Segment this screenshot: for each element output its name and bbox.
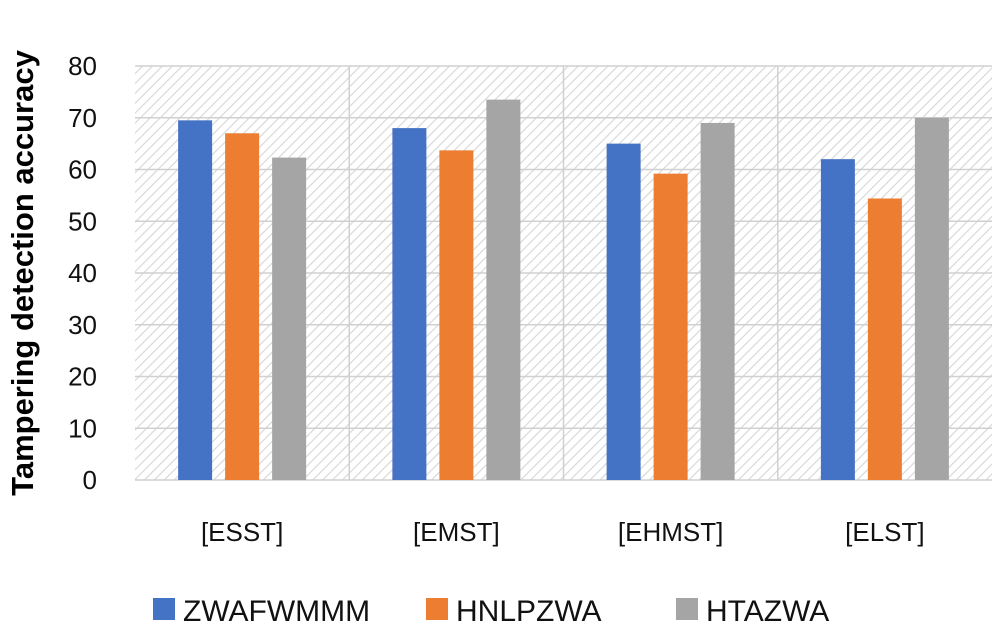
bar-htazwa-2 bbox=[700, 122, 735, 481]
y-axis-ticks: 0 10 20 30 40 50 60 70 80 bbox=[68, 51, 97, 495]
bar-zwafwmmm-1 bbox=[392, 128, 427, 480]
bar-hnlpzwa-3 bbox=[867, 198, 902, 481]
bar-zwafwmmm-2 bbox=[606, 143, 641, 480]
bar-hnlpzwa-0 bbox=[225, 133, 260, 480]
legend-swatch bbox=[426, 598, 448, 620]
y-tick-label: 50 bbox=[68, 206, 97, 236]
bar-hnlpzwa-2 bbox=[653, 173, 688, 480]
bar-zwafwmmm-0 bbox=[178, 120, 213, 481]
legend-label: ZWAFWMMM bbox=[183, 595, 370, 627]
y-tick-label: 80 bbox=[68, 51, 97, 81]
y-tick-label: 10 bbox=[68, 413, 97, 443]
bar-zwafwmmm-3 bbox=[820, 159, 855, 480]
x-tick-label: [EMST] bbox=[413, 517, 500, 547]
x-axis-ticks: [ESST] [EMST] [EHMST] [ELST] bbox=[201, 517, 925, 547]
x-tick-label: [ELST] bbox=[845, 517, 924, 547]
legend: ZWAFWMMM HNLPZWA HTAZWA bbox=[153, 595, 829, 627]
legend-label: HNLPZWA bbox=[456, 595, 602, 627]
bars bbox=[178, 99, 949, 481]
legend-swatch bbox=[153, 598, 175, 620]
x-tick-label: [ESST] bbox=[201, 517, 283, 547]
y-tick-label: 60 bbox=[68, 155, 97, 185]
y-tick-label: 40 bbox=[68, 258, 97, 288]
legend-label: HTAZWA bbox=[706, 595, 829, 627]
bar-htazwa-3 bbox=[914, 117, 949, 480]
y-tick-label: 70 bbox=[68, 103, 97, 133]
y-axis-label: Tampering detection accuracy bbox=[5, 49, 40, 495]
bar-hnlpzwa-1 bbox=[439, 150, 474, 481]
bar-htazwa-0 bbox=[272, 157, 307, 480]
legend-swatch bbox=[676, 598, 698, 620]
bar-htazwa-1 bbox=[486, 99, 521, 480]
y-tick-label: 30 bbox=[68, 310, 97, 340]
y-tick-label: 20 bbox=[68, 362, 97, 392]
y-tick-label: 0 bbox=[83, 465, 97, 495]
x-tick-label: [EHMST] bbox=[618, 517, 723, 547]
